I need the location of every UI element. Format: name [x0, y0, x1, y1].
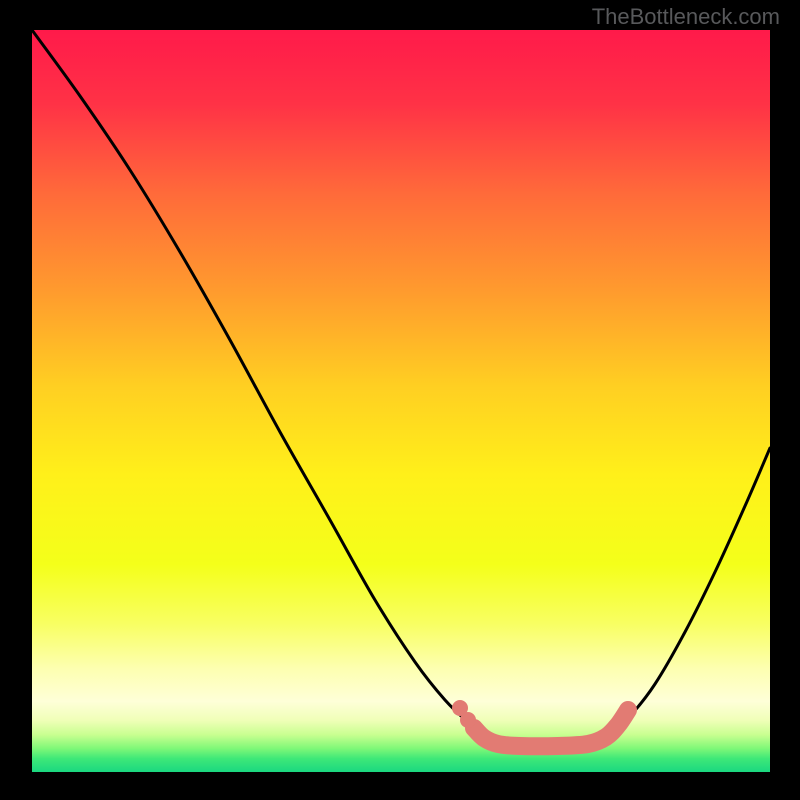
chart-frame: TheBottleneck.com [0, 0, 800, 800]
gradient-background [32, 30, 770, 772]
watermark-text: TheBottleneck.com [592, 4, 780, 30]
plot-svg [0, 0, 800, 800]
plot-area [32, 30, 770, 772]
valley-dot [460, 712, 476, 728]
